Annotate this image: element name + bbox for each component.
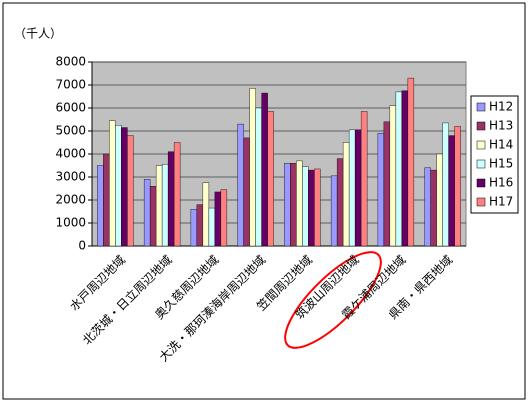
y-tick-label: 8000 xyxy=(55,55,86,69)
legend-box xyxy=(470,95,519,214)
bar xyxy=(407,77,415,247)
bar xyxy=(314,168,321,247)
bar xyxy=(395,91,403,247)
bar xyxy=(173,142,181,247)
bar xyxy=(454,126,461,247)
bar xyxy=(97,165,104,247)
bar xyxy=(115,125,122,247)
bar xyxy=(424,167,431,247)
bar xyxy=(127,135,134,247)
bar xyxy=(308,169,315,247)
bar xyxy=(354,129,362,247)
legend-label: H16 xyxy=(489,176,513,190)
legend-label: H17 xyxy=(489,195,513,209)
y-tick-label: 6000 xyxy=(55,101,86,115)
y-tick-label: 0 xyxy=(78,239,86,253)
bar xyxy=(377,133,385,247)
y-axis-label: （千人） xyxy=(14,27,62,41)
bar xyxy=(290,162,297,247)
bar xyxy=(436,153,443,247)
bar xyxy=(202,182,210,247)
bar xyxy=(336,158,344,247)
bar xyxy=(214,191,222,247)
bar xyxy=(360,111,368,247)
bar xyxy=(430,169,437,247)
bar xyxy=(255,107,262,247)
bar xyxy=(383,121,391,247)
highlight-ellipse xyxy=(284,251,382,349)
y-tick-label: 1000 xyxy=(55,216,86,230)
y-tick-label: 4000 xyxy=(55,147,86,161)
y-tick-label: 2000 xyxy=(55,193,86,207)
bar xyxy=(155,165,163,247)
bar xyxy=(284,162,291,247)
bar xyxy=(161,164,169,247)
bar xyxy=(348,129,356,247)
bar xyxy=(448,135,455,247)
bar xyxy=(103,153,110,247)
legend-label: H13 xyxy=(489,119,513,133)
bar xyxy=(121,127,128,247)
legend-swatch xyxy=(476,197,486,207)
bar xyxy=(208,207,216,247)
bar xyxy=(302,166,309,247)
bar xyxy=(401,90,409,247)
bar xyxy=(330,175,338,247)
bar xyxy=(109,120,116,247)
bar xyxy=(267,111,274,247)
bar xyxy=(190,208,198,247)
bar xyxy=(442,122,449,247)
legend-swatch xyxy=(476,102,486,112)
bar xyxy=(149,185,157,247)
legend-label: H12 xyxy=(489,100,513,114)
bar xyxy=(237,123,244,247)
bar xyxy=(143,179,151,247)
bar xyxy=(220,189,228,247)
bar xyxy=(196,204,204,247)
y-tick-label: 5000 xyxy=(55,124,86,138)
bar xyxy=(249,88,256,247)
bar xyxy=(389,105,397,247)
bar xyxy=(261,92,268,247)
y-tick-label: 7000 xyxy=(55,78,86,92)
legend-swatch xyxy=(476,178,486,188)
bar xyxy=(342,142,350,247)
legend-swatch xyxy=(476,121,486,131)
bar xyxy=(296,160,303,247)
legend-swatch xyxy=(476,140,486,150)
bar xyxy=(243,137,250,247)
legend-label: H15 xyxy=(489,157,513,171)
legend-swatch xyxy=(476,159,486,169)
legend-label: H14 xyxy=(489,138,513,152)
bar xyxy=(167,151,175,247)
y-tick-label: 3000 xyxy=(55,170,86,184)
